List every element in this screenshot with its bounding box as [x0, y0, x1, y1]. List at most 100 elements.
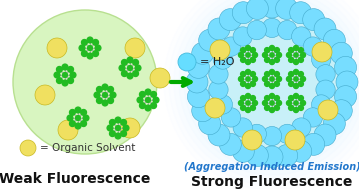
Circle shape [285, 130, 305, 150]
Circle shape [208, 124, 230, 146]
Circle shape [286, 77, 292, 81]
Circle shape [270, 77, 274, 81]
Circle shape [110, 92, 116, 98]
Circle shape [123, 125, 129, 131]
Circle shape [75, 107, 81, 113]
Circle shape [300, 77, 306, 81]
Circle shape [93, 40, 98, 45]
Circle shape [35, 85, 55, 105]
Circle shape [274, 81, 279, 86]
Circle shape [314, 18, 336, 40]
Circle shape [232, 140, 254, 162]
Circle shape [153, 97, 159, 103]
Circle shape [270, 108, 275, 112]
Circle shape [199, 29, 221, 51]
Circle shape [270, 46, 275, 50]
Circle shape [330, 100, 352, 122]
Circle shape [261, 0, 283, 18]
Circle shape [119, 65, 125, 71]
Circle shape [274, 96, 279, 101]
Circle shape [265, 48, 270, 53]
Text: Strong Fluorescence: Strong Fluorescence [191, 175, 353, 189]
Circle shape [278, 124, 297, 144]
Circle shape [209, 80, 228, 99]
Circle shape [62, 73, 67, 77]
Circle shape [222, 37, 241, 56]
Circle shape [238, 101, 243, 105]
Circle shape [330, 42, 352, 64]
Circle shape [246, 77, 250, 81]
Circle shape [298, 105, 303, 110]
Circle shape [265, 72, 270, 77]
Circle shape [323, 29, 345, 51]
Circle shape [290, 2, 312, 24]
Circle shape [13, 10, 157, 154]
Circle shape [109, 119, 115, 125]
Circle shape [133, 71, 139, 77]
Circle shape [262, 126, 282, 146]
Circle shape [79, 45, 85, 51]
Circle shape [289, 105, 294, 110]
Circle shape [265, 81, 270, 86]
Circle shape [174, 0, 359, 180]
Circle shape [270, 53, 274, 57]
Circle shape [289, 96, 294, 101]
Circle shape [246, 0, 269, 19]
Circle shape [293, 84, 299, 88]
Circle shape [68, 78, 74, 84]
Circle shape [250, 48, 255, 53]
Circle shape [140, 103, 145, 108]
Circle shape [298, 81, 303, 86]
Circle shape [294, 101, 298, 105]
Circle shape [298, 72, 303, 77]
Circle shape [75, 123, 81, 129]
Circle shape [179, 0, 359, 175]
Text: = Organic Solvent: = Organic Solvent [40, 143, 135, 153]
Circle shape [97, 87, 102, 92]
Circle shape [54, 72, 60, 78]
Circle shape [289, 48, 294, 53]
Circle shape [294, 53, 298, 57]
Circle shape [192, 100, 214, 122]
Circle shape [187, 86, 209, 108]
Circle shape [70, 109, 75, 115]
Circle shape [246, 108, 251, 112]
Text: Weak Fluorescence: Weak Fluorescence [0, 172, 151, 186]
Circle shape [103, 93, 107, 98]
Circle shape [270, 101, 274, 105]
Circle shape [58, 120, 78, 140]
Circle shape [97, 98, 102, 104]
Circle shape [262, 101, 267, 105]
Circle shape [293, 94, 299, 98]
Circle shape [210, 40, 230, 60]
Circle shape [276, 145, 298, 167]
Circle shape [62, 80, 68, 86]
Circle shape [184, 0, 359, 170]
Circle shape [247, 124, 266, 144]
Circle shape [102, 84, 108, 90]
Circle shape [246, 60, 251, 64]
Circle shape [262, 18, 282, 38]
Circle shape [335, 86, 356, 108]
Circle shape [108, 87, 113, 92]
Circle shape [290, 140, 312, 162]
Circle shape [56, 78, 62, 84]
Circle shape [242, 130, 262, 150]
Circle shape [270, 94, 275, 98]
Circle shape [115, 117, 121, 123]
Circle shape [151, 103, 157, 108]
Circle shape [246, 145, 269, 167]
Circle shape [94, 92, 100, 98]
Circle shape [121, 131, 126, 136]
Circle shape [87, 53, 93, 59]
Circle shape [265, 105, 270, 110]
Circle shape [286, 101, 292, 105]
Circle shape [150, 68, 170, 88]
Circle shape [262, 77, 267, 81]
Circle shape [241, 105, 246, 110]
Circle shape [83, 115, 89, 121]
Circle shape [274, 48, 279, 53]
Circle shape [316, 80, 335, 99]
Circle shape [75, 115, 80, 120]
Circle shape [93, 51, 98, 57]
